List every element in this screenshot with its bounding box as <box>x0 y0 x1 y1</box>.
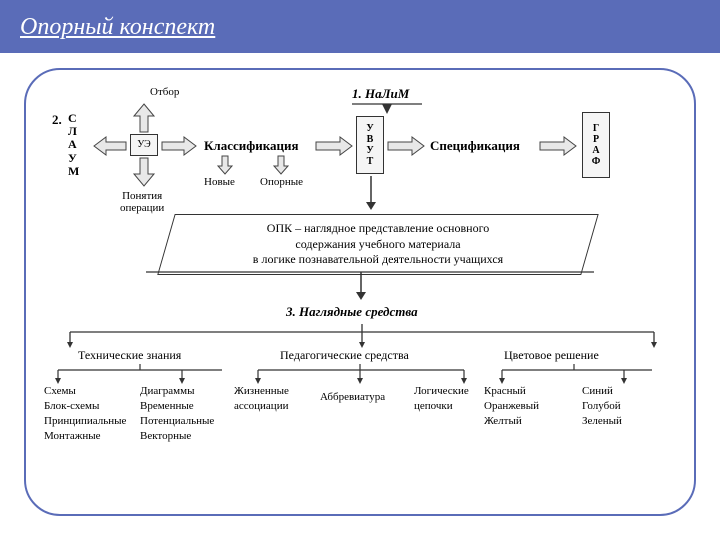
diagram-canvas: 1. НаЛиМ 2. СЛАУМ УЭ Отбор Понятия опера… <box>24 68 696 516</box>
arrow-up-icon <box>134 104 154 134</box>
list-item: Жизненные <box>234 384 289 399</box>
list-item: Ф <box>592 156 601 167</box>
spec-label: Спецификация <box>430 138 520 154</box>
list-item: А <box>592 145 601 156</box>
list-item: Оранжевый <box>484 399 539 414</box>
bottom-header-1: Педагогические средства <box>280 348 409 363</box>
slide-header: Опорный конспект <box>0 0 720 53</box>
col-ped-b: Аббревиатура <box>320 390 385 405</box>
list-item: У <box>68 152 79 165</box>
col-tech-b: ДиаграммыВременныеПотенциальныеВекторные <box>140 384 214 443</box>
list-item: ассоциации <box>234 399 289 414</box>
slaum-vertical: СЛАУМ <box>68 112 79 178</box>
list-item: Логические <box>414 384 469 399</box>
list-item: Диаграммы <box>140 384 214 399</box>
step2-label: 2. <box>52 112 62 128</box>
step3-bracket-icon <box>62 324 662 350</box>
list-item: В <box>366 134 373 145</box>
bracket-ped-icon <box>250 364 480 384</box>
list-item: М <box>68 165 79 178</box>
klass-label: Классификация <box>204 138 299 154</box>
diagram-stage: 1. НаЛиМ 2. СЛАУМ УЭ Отбор Понятия опера… <box>54 90 666 498</box>
klass-arrow-right-icon <box>274 156 288 176</box>
arrow-down-to-step3-icon <box>354 272 368 302</box>
list-item: А <box>68 138 79 151</box>
step1-label: 1. НаЛиМ <box>352 86 409 102</box>
graf-box: ГРАФ <box>582 112 610 178</box>
list-item: Синий <box>582 384 622 399</box>
opornye-label: Опорные <box>260 176 303 188</box>
slide-title: Опорный конспект <box>0 0 720 49</box>
otbor-label: Отбор <box>150 86 179 98</box>
step1-underline-arrow <box>352 102 422 116</box>
klass-arrow-left-icon <box>218 156 232 176</box>
col-color-a: КрасныйОранжевыйЖелтый <box>484 384 539 429</box>
col-ped-c: Логическиецепочки <box>414 384 469 414</box>
list-item: Векторные <box>140 429 214 444</box>
list-item: Т <box>366 156 373 167</box>
arrow-down-icon <box>134 158 154 188</box>
list-item: Зеленый <box>582 414 622 429</box>
arrow-right3-icon <box>388 137 426 155</box>
list-item: Потенциальные <box>140 414 214 429</box>
list-item: Аббревиатура <box>320 390 385 405</box>
arrow-down-to-opk-icon <box>364 176 378 212</box>
arrow-right2-icon <box>316 137 354 155</box>
bottom-header-0: Технические знания <box>78 348 181 363</box>
arrow-left-icon <box>94 137 128 155</box>
list-item: У <box>366 123 373 134</box>
list-item: Временные <box>140 399 214 414</box>
list-item: Красный <box>484 384 539 399</box>
step3-label: 3. Наглядные средства <box>286 304 418 320</box>
list-item: Желтый <box>484 414 539 429</box>
col-color-b: СинийГолубойЗеленый <box>582 384 622 429</box>
arrow-right1-icon <box>162 137 198 155</box>
list-item: цепочки <box>414 399 469 414</box>
list-item: Принципиальные <box>44 414 126 429</box>
novye-label: Новые <box>204 176 235 188</box>
bracket-color-icon <box>494 364 664 384</box>
col-tech-a: СхемыБлок-схемыПринципиальныеМонтажные <box>44 384 126 443</box>
col-ped-a: Жизненныеассоциации <box>234 384 289 414</box>
list-item: Монтажные <box>44 429 126 444</box>
list-item: У <box>366 145 373 156</box>
list-item: Г <box>592 123 601 134</box>
uvut-box: УВУТ <box>356 116 384 174</box>
bottom-header-2: Цветовое решение <box>504 348 599 363</box>
ue-box: УЭ <box>130 134 158 156</box>
bracket-tech-icon <box>52 364 232 384</box>
list-item: Голубой <box>582 399 622 414</box>
opk-underline <box>146 266 606 280</box>
list-item: Схемы <box>44 384 126 399</box>
list-item: Р <box>592 134 601 145</box>
arrow-right4-icon <box>540 137 578 155</box>
ponyatiya-label: Понятия операции <box>120 190 164 214</box>
opk-text: ОПК – наглядное представление основного … <box>179 221 577 268</box>
list-item: Блок-схемы <box>44 399 126 414</box>
